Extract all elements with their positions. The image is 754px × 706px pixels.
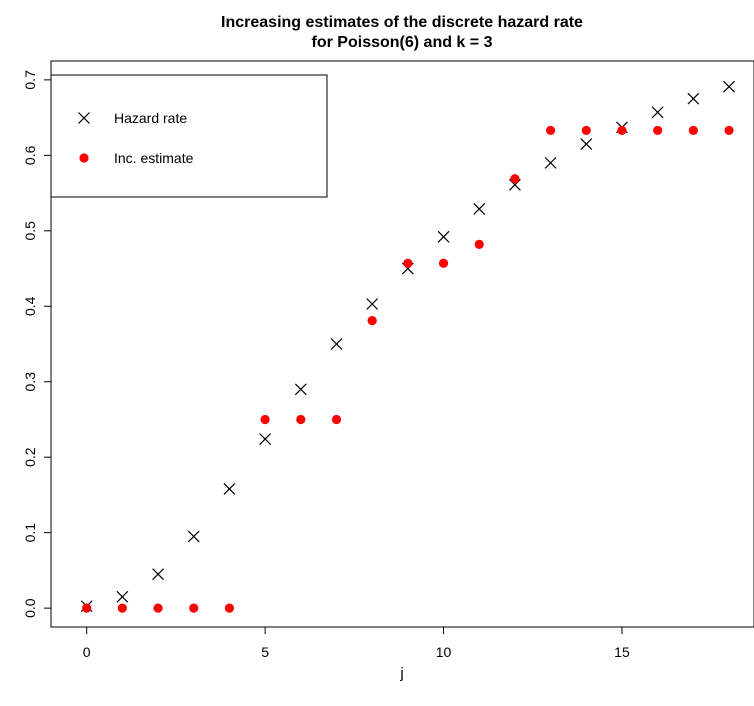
legend-marker-x — [78, 112, 90, 124]
hazard-rate-point — [723, 80, 735, 93]
y-tick-label: 0.2 — [22, 447, 38, 467]
chart-title: Increasing estimates of the discrete haz… — [221, 14, 583, 31]
hazard-rate-point — [473, 202, 486, 215]
inc-estimate-point — [688, 125, 698, 136]
hazard-rate-point — [544, 156, 557, 169]
hazard-rate-point — [651, 106, 664, 119]
hazard-rate-point — [294, 383, 307, 396]
hazard-rate-point — [152, 568, 164, 581]
y-tick-label: 0.1 — [22, 523, 38, 543]
hazard-rate-point — [330, 338, 343, 350]
x-tick-label: 5 — [261, 644, 269, 660]
y-tick-label: 0.3 — [22, 372, 38, 392]
hazard-rate-point — [580, 138, 593, 150]
y-tick-label: 0.7 — [22, 70, 38, 90]
inc-estimate-point — [153, 603, 163, 613]
y-tick-label: 0.4 — [22, 296, 38, 316]
hazard-rate-point — [366, 298, 379, 310]
legend-box — [50, 74, 328, 198]
chart-subtitle: for Poisson(6) and k = 3 — [312, 34, 493, 51]
inc-estimate-point — [260, 414, 270, 425]
legend-marker-dot — [79, 153, 89, 163]
y-axis: 0.0 0.1 0.2 0.3 0.4 0.5 0.6 0.7 — [22, 70, 52, 618]
inc-estimate-point — [581, 125, 591, 136]
legend-label-inc-estimate: Inc. estimate — [114, 150, 194, 166]
x-tick-label: 15 — [614, 644, 630, 660]
legend: Hazard rate Inc. estimate — [50, 74, 328, 198]
inc-estimate-point — [367, 316, 377, 326]
legend-marker-inc-estimate — [79, 153, 89, 163]
x-axis-label: j — [399, 665, 403, 682]
hazard-rate-point — [259, 433, 272, 446]
inc-estimate-point — [438, 258, 449, 268]
hazard-rate-point — [116, 590, 129, 603]
y-tick-label: 0.0 — [22, 598, 38, 618]
inc-estimate-point — [403, 258, 413, 268]
hazard-rate-point — [687, 92, 700, 105]
inc-estimate-point — [617, 125, 627, 136]
inc-estimate-point — [189, 603, 199, 613]
x-axis: 0 5 10 15 — [83, 626, 630, 660]
legend-marker-hazard-rate — [78, 112, 90, 124]
hazard-rate-point — [223, 482, 236, 495]
inc-estimate-point — [653, 125, 663, 136]
y-tick-label: 0.6 — [22, 145, 38, 165]
y-tick-label: 0.5 — [22, 221, 38, 241]
inc-estimate-point — [117, 603, 127, 613]
inc-estimate-point — [224, 603, 235, 613]
inc-estimate-point — [510, 174, 520, 184]
inc-estimate-point — [331, 414, 342, 425]
inc-estimate-point — [296, 414, 306, 425]
inc-estimate-point — [724, 125, 734, 136]
data-points — [80, 80, 735, 613]
hazard-rate-point — [437, 230, 450, 243]
hazard-rate-point — [187, 530, 200, 543]
x-tick-label: 0 — [83, 644, 91, 660]
legend-label-hazard-rate: Hazard rate — [114, 110, 187, 126]
x-tick-label: 10 — [436, 644, 452, 660]
inc-estimate-point — [82, 603, 92, 613]
inc-estimate-point — [474, 239, 484, 249]
inc-estimate-point — [545, 125, 556, 136]
